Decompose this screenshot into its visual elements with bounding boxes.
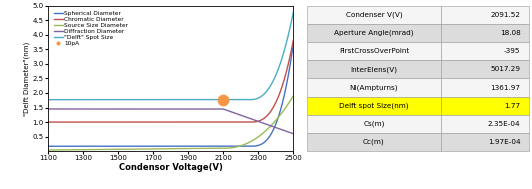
Y-axis label: "Delft Diameter"(nm): "Delft Diameter"(nm) xyxy=(23,41,30,115)
X-axis label: Condensor Voltage(V): Condensor Voltage(V) xyxy=(119,163,222,172)
Point xyxy=(219,98,227,101)
Legend: Spherical Diameter, Chromatic Diameter, Source Size Diameter, Diffraction Diamet: Spherical Diameter, Chromatic Diameter, … xyxy=(53,10,129,47)
